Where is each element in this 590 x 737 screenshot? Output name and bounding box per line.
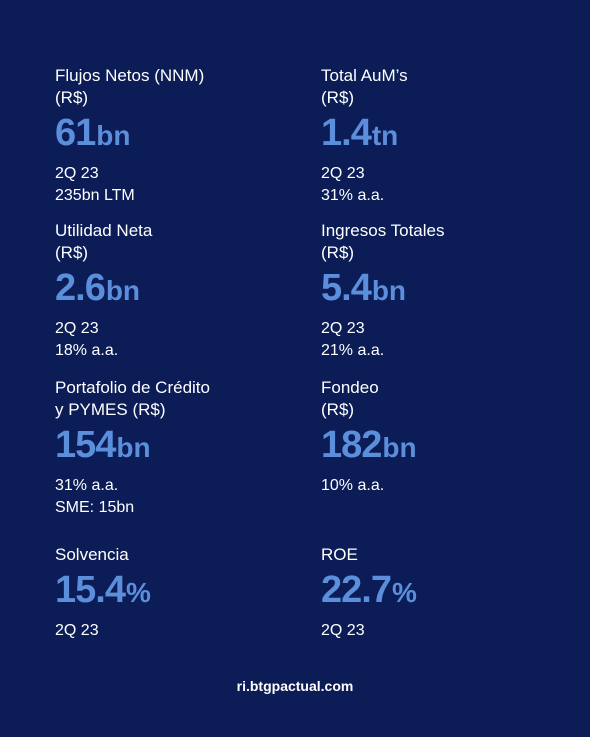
metric-unit: % [391,577,417,608]
metric-unit: bn [116,432,151,463]
metric-unit: % [125,577,151,608]
metric-value: 22.7 [321,569,392,611]
metric-label: Flujos Netos (NNM) (R$) [55,66,205,107]
metric-value-display: 2.6bn [55,268,305,316]
metric-value-display: 15.4% [55,570,305,618]
metric-detail: 31% a.a. [55,477,119,494]
metric-value-display: 22.7% [321,570,571,618]
metric-detail: 31% a.a. [321,187,385,204]
metric-value: 2.6 [55,267,106,309]
metric-unit: bn [371,275,407,306]
metric-value-display: 154bn [55,425,305,473]
metric-value: 5.4 [321,267,372,309]
metric-value: 15.4 [55,569,126,611]
metric-label: Fondeo (R$) [321,378,379,419]
metric-detail: 2Q 23 [321,622,365,639]
metric-card-utilidad-neta: Utilidad Neta (R$) 2.6bn 2Q 23 18% a.a. [55,220,305,362]
metric-detail: 235bn LTM [55,187,135,204]
metric-label: Ingresos Totales (R$) [321,221,445,262]
metric-card-fondeo: Fondeo (R$) 182bn 10% a.a. [321,377,571,497]
metric-label: Total AuM’s (R$) [321,66,408,107]
metric-detail: 21% a.a. [321,342,385,359]
metric-unit: bn [382,432,417,463]
metric-card-flujos-netos: Flujos Netos (NNM) (R$) 61bn 2Q 23 235bn… [55,65,305,207]
metric-detail: 2Q 23 [55,320,99,337]
metric-value: 154 [55,424,116,466]
metric-unit: bn [96,120,131,151]
metric-card-solvencia: Solvencia 15.4% 2Q 23 [55,544,305,642]
metric-value-display: 182bn [321,425,571,473]
metric-value: 61 [55,112,96,154]
metric-unit: tn [371,120,399,151]
metric-value: 182 [321,424,382,466]
metric-unit: bn [105,275,141,306]
metric-detail: 18% a.a. [55,342,119,359]
metric-detail: 2Q 23 [55,622,99,639]
metric-detail: SME: 15bn [55,499,135,516]
metric-detail: 2Q 23 [321,320,365,337]
metric-card-portafolio-credito: Portafolio de Crédito y PYMES (R$) 154bn… [55,377,305,519]
metric-value-display: 5.4bn [321,268,571,316]
metric-detail: 10% a.a. [321,477,385,494]
footer-website-link[interactable]: ri.btgpactual.com [236,678,354,694]
metric-label: ROE [321,545,358,564]
metric-value-display: 1.4tn [321,113,571,161]
metric-card-roe: ROE 22.7% 2Q 23 [321,544,571,642]
metric-label: Utilidad Neta (R$) [55,221,153,262]
metric-detail: 2Q 23 [55,165,99,182]
metric-value-display: 61bn [55,113,305,161]
metric-detail: 2Q 23 [321,165,365,182]
metric-label: Solvencia [55,545,129,564]
metric-card-ingresos-totales: Ingresos Totales (R$) 5.4bn 2Q 23 21% a.… [321,220,571,362]
metric-card-total-aum: Total AuM’s (R$) 1.4tn 2Q 23 31% a.a. [321,65,571,207]
metric-label: Portafolio de Crédito y PYMES (R$) [55,378,210,419]
metric-value: 1.4 [321,112,372,154]
